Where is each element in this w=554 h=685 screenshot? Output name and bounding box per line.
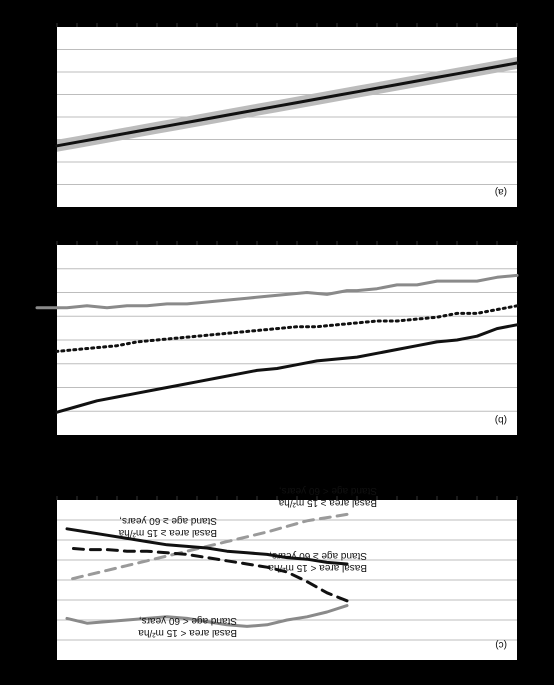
series-line	[65, 604, 349, 628]
series-label: Stand age ≥ 60 years,	[269, 550, 367, 561]
series-line	[55, 323, 519, 414]
series-label: Basal area < 15 m²/ha	[268, 562, 367, 573]
chart-panel: (b)	[35, 241, 519, 435]
series-line	[55, 304, 519, 353]
panel-label: (c)	[495, 639, 507, 650]
chart-panel: (a)	[55, 23, 519, 207]
series-line	[55, 61, 519, 148]
series-line	[65, 512, 349, 582]
series-label: Stand age ≥ 60 years,	[119, 515, 217, 526]
panel-label: (b)	[495, 414, 507, 425]
series-label: Stand age < 60 years,	[139, 615, 237, 626]
series-label: Basal area ≥ 15 m²/ha	[118, 527, 217, 538]
series-line	[35, 273, 519, 310]
series-label: Stand age < 60 years,	[279, 485, 377, 496]
series-line	[65, 527, 349, 566]
chart-panel: (c)	[56, 496, 518, 660]
series-label: Basal area ≥ 15 m²/ha	[278, 497, 377, 508]
series-line	[65, 546, 349, 603]
series-label: Basal area < 15 m²/ha	[138, 627, 237, 638]
panel-label: (a)	[495, 186, 507, 197]
